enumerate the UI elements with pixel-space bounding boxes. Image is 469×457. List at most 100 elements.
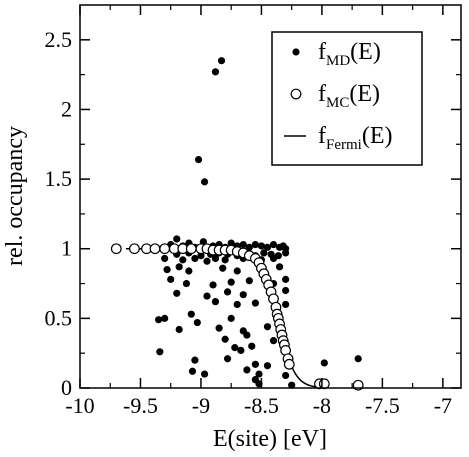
md-point [187, 310, 195, 318]
md-point [215, 324, 223, 332]
md-point [263, 243, 272, 251]
md-point [251, 299, 259, 307]
mc-point [149, 243, 161, 255]
x-tick-label: -9.5 [123, 393, 158, 418]
md-point [163, 266, 171, 274]
md-point [251, 240, 259, 249]
md-point [231, 344, 239, 352]
y-tick-label: 1 [61, 236, 72, 261]
md-point [263, 323, 272, 331]
md-point [209, 281, 217, 289]
legend-label-fermi: fFermi(E) [318, 123, 393, 153]
md-point [227, 314, 235, 322]
legend: fMD(E) fMC(E) fFermi(E) [271, 31, 423, 166]
md-point [237, 346, 245, 354]
y-axis-label: rel. occupancy [2, 126, 28, 266]
md-point [269, 337, 278, 345]
md-point [193, 318, 201, 327]
md-point [188, 367, 197, 375]
mc-point [129, 243, 140, 255]
md-point [203, 257, 211, 265]
md-point [221, 256, 229, 264]
plot-frame [79, 4, 462, 389]
md-point [175, 263, 183, 271]
md-point [191, 254, 199, 263]
mc-point [185, 243, 197, 255]
md-point [260, 249, 268, 257]
md-point [167, 275, 175, 283]
md-point [257, 242, 266, 250]
md-point [182, 279, 191, 288]
md-point [194, 155, 203, 164]
md-point [263, 362, 272, 370]
md-point [155, 316, 163, 324]
md-point [203, 292, 211, 300]
md-point [161, 314, 169, 322]
y-tick-label: 0 [61, 375, 72, 400]
y-tick-label: 2.5 [45, 27, 73, 52]
x-tick-label: -8 [313, 393, 331, 418]
md-point [269, 254, 278, 263]
md-point [219, 264, 227, 272]
md-point [239, 240, 247, 249]
axis-ticks: -10 -9.5 -9 -8.5 -8 -7.5 -7 0 0.5 1 1.5 2 2.5 [45, 5, 461, 418]
mc-point [159, 243, 171, 255]
md-point [233, 267, 241, 275]
md-point [161, 254, 169, 263]
md-point [354, 355, 362, 363]
md-point [282, 249, 290, 257]
md-point [245, 277, 253, 285]
md-point [197, 252, 205, 260]
md-point [173, 289, 181, 297]
x-tick-label: -8.5 [244, 393, 279, 418]
md-point [156, 348, 164, 356]
md-point [221, 335, 229, 343]
md-point [211, 298, 220, 306]
md-point [248, 342, 256, 350]
md-point [227, 278, 235, 286]
x-tick-label: -7 [434, 393, 452, 418]
md-point [211, 254, 220, 263]
x-tick-label: -9 [192, 393, 210, 418]
x-tick-label: -10 [65, 393, 94, 418]
md-point [245, 243, 253, 251]
legend-label-md: fMD(E) [318, 39, 381, 69]
md-point [200, 178, 209, 186]
y-tick-label: 2 [61, 96, 72, 121]
md-point [243, 366, 251, 374]
md-point [211, 68, 220, 76]
md-point [282, 275, 290, 283]
md-point [173, 235, 181, 243]
md-point [223, 288, 232, 296]
x-tick-label: -7.5 [365, 393, 400, 418]
mc-point [283, 358, 295, 370]
md-point [275, 263, 284, 271]
md-point [269, 240, 278, 249]
md-point [191, 356, 199, 364]
md-point [227, 239, 235, 247]
md-point [239, 291, 247, 299]
md-point [217, 57, 226, 65]
md-point [179, 256, 187, 264]
md-point [251, 360, 259, 368]
legend-md-symbol [292, 48, 300, 56]
md-point [255, 370, 263, 378]
md-point [320, 359, 328, 367]
md-point [233, 300, 241, 309]
y-tick-label: 1.5 [45, 166, 73, 191]
md-point [223, 355, 232, 363]
md-point [282, 371, 290, 380]
md-point [200, 370, 209, 378]
md-point [185, 267, 193, 275]
md-point [175, 325, 183, 334]
md-point [282, 286, 290, 295]
x-axis-label: E(site) [eV] [213, 426, 327, 452]
legend-mc-symbol [290, 88, 302, 100]
md-point [282, 300, 290, 309]
y-tick-label: 0.5 [45, 305, 73, 330]
plot-marks [110, 57, 364, 391]
mc-point [110, 243, 122, 255]
md-point [243, 331, 251, 339]
mc-point [318, 378, 330, 390]
